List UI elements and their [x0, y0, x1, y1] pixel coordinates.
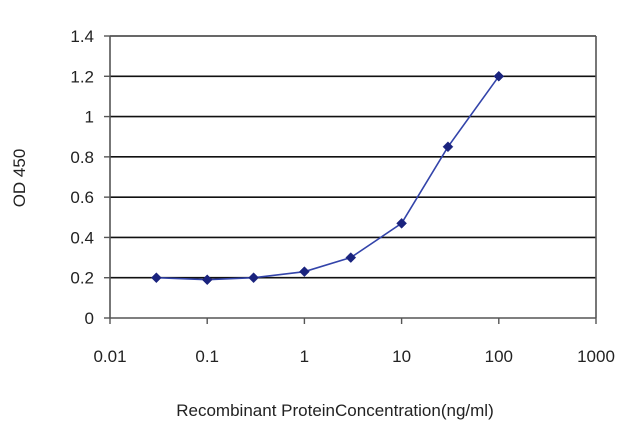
axis-layer: 0 0.2 0.4 0.6 0.8 1 1.2 1.4 0.01 0.1 1 10 100 1000 [70, 27, 615, 366]
y-tick-label-7: 1.4 [70, 27, 94, 46]
x-axis-title: Recombinant ProteinConcentration(ng/ml) [176, 401, 494, 420]
y-tick-label-0: 0 [85, 309, 94, 328]
data-point-2 [248, 272, 259, 284]
data-point-4 [345, 252, 357, 263]
x-tick-label-2: 1 [300, 347, 309, 366]
data-point-1 [201, 274, 213, 286]
data-point-7 [493, 70, 505, 82]
y-tick-label-6: 1.2 [70, 67, 94, 86]
series-layer [151, 70, 505, 286]
x-tick-label-1: 0.1 [195, 347, 219, 366]
label-layer: OD 450 Recombinant ProteinConcentration(… [10, 149, 494, 420]
data-point-0 [151, 272, 162, 284]
series-line-0 [156, 75, 500, 281]
y-tick-label-5: 1 [85, 108, 94, 127]
y-tick-label-2: 0.4 [70, 228, 94, 247]
x-tick-label-4: 100 [485, 347, 513, 366]
y-tick-label-1: 0.2 [70, 269, 94, 288]
y-tick-label-3: 0.6 [70, 188, 94, 207]
x-tick-label-5: 1000 [577, 347, 615, 366]
y-tick-label-4: 0.8 [70, 148, 94, 167]
x-tick-label-3: 10 [392, 347, 411, 366]
y-axis-title: OD 450 [10, 149, 29, 208]
grid-layer [110, 35, 596, 279]
data-point-5 [396, 217, 407, 229]
data-point-6 [442, 141, 454, 153]
data-point-3 [299, 266, 310, 278]
x-tick-label-0: 0.01 [93, 347, 126, 366]
